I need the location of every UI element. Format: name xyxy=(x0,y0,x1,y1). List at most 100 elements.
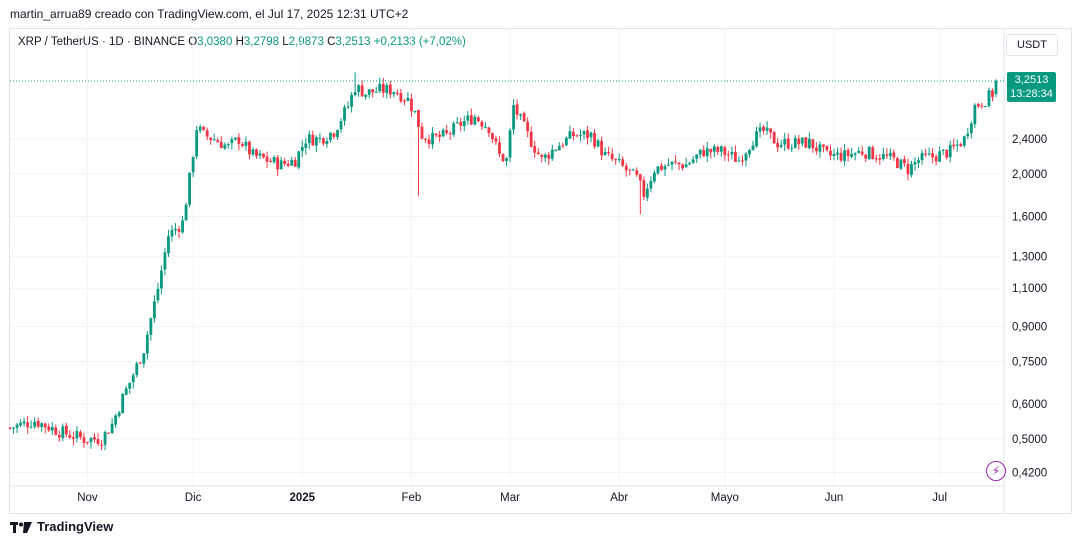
candle-body xyxy=(374,91,378,93)
candle xyxy=(184,202,188,221)
candle xyxy=(878,154,882,165)
candle-body xyxy=(941,149,945,151)
candle xyxy=(589,131,593,143)
candle xyxy=(491,132,494,144)
candle-body xyxy=(272,157,276,163)
candle xyxy=(719,145,723,157)
candle-body xyxy=(888,152,892,157)
candle-body xyxy=(114,415,118,425)
candle-body xyxy=(483,126,487,128)
candle xyxy=(255,148,258,159)
candle-body xyxy=(586,130,589,139)
candle-body xyxy=(825,146,829,151)
candle-body xyxy=(170,230,174,237)
candle-body xyxy=(790,147,794,149)
candle-body xyxy=(107,432,110,434)
candle-body xyxy=(61,426,65,438)
candle-body xyxy=(427,139,431,144)
candle xyxy=(29,420,33,429)
candle-body xyxy=(71,437,75,439)
candle-body xyxy=(920,152,924,161)
candle-body xyxy=(896,158,899,168)
bar-countdown: 13:28:34 xyxy=(1010,88,1053,100)
candle-body xyxy=(533,146,537,153)
candle xyxy=(47,423,51,432)
candle xyxy=(248,140,251,160)
candle xyxy=(145,331,149,360)
candle-body xyxy=(216,140,220,143)
candle-body xyxy=(772,131,776,144)
candle-body xyxy=(508,130,512,158)
candle-body xyxy=(445,130,449,133)
x-tick-label: Mar xyxy=(500,492,520,504)
currency-button[interactable]: USDT xyxy=(1006,34,1058,56)
candle-body xyxy=(86,441,89,443)
candle xyxy=(755,126,758,148)
candle-body xyxy=(357,85,361,92)
candle-body xyxy=(913,162,917,165)
candle-body xyxy=(899,159,903,169)
candle xyxy=(43,422,47,434)
candle xyxy=(758,122,762,138)
symbol-name[interactable]: XRP / TetherUS · 1D · BINANCE xyxy=(18,36,186,48)
candle xyxy=(526,117,530,138)
candle-body xyxy=(54,427,58,435)
close-value: 3,2513 xyxy=(335,36,371,48)
candle xyxy=(149,317,153,341)
candle-body xyxy=(621,159,625,166)
candle-body xyxy=(233,137,237,140)
candle xyxy=(783,132,787,151)
candle xyxy=(871,145,875,160)
candle xyxy=(329,132,332,143)
candle xyxy=(793,135,797,149)
x-tick-label: 2025 xyxy=(289,492,315,504)
candle xyxy=(779,140,783,149)
candle-body xyxy=(874,158,878,160)
candle xyxy=(822,144,825,153)
candle xyxy=(734,145,737,163)
candle xyxy=(79,429,82,440)
x-tick-label: Jun xyxy=(825,492,844,504)
candle xyxy=(307,130,311,150)
candle xyxy=(980,102,984,109)
candle-body xyxy=(96,439,100,445)
candle-body xyxy=(392,92,396,95)
candle xyxy=(483,122,487,129)
candle xyxy=(420,122,424,140)
candle-body xyxy=(793,137,797,148)
candle xyxy=(8,426,12,430)
candle xyxy=(142,353,146,368)
candle xyxy=(543,153,547,163)
candle xyxy=(117,410,121,418)
candle-body xyxy=(494,138,498,142)
candle-body xyxy=(984,106,987,108)
axes: 2,4000 2,0000 1,6000 1,3000 1,1000 0,9000 0,75… xyxy=(9,28,1047,514)
lightning-bolt-icon[interactable]: ⚡ xyxy=(986,461,1006,481)
candle-body xyxy=(181,220,184,233)
candle xyxy=(258,149,262,160)
candle xyxy=(776,137,780,153)
candle xyxy=(233,137,237,141)
candle-body xyxy=(906,163,910,175)
candle xyxy=(927,147,931,156)
candle xyxy=(107,432,110,434)
candle-body xyxy=(529,131,533,147)
candle-body xyxy=(579,134,582,137)
candle-body xyxy=(762,126,765,131)
candle-body xyxy=(903,159,906,164)
candle-body xyxy=(892,152,896,158)
candle-body xyxy=(751,145,755,151)
candle-body xyxy=(705,148,709,157)
candle xyxy=(941,149,945,156)
candle xyxy=(994,79,998,98)
candle xyxy=(903,155,906,167)
footer-brand[interactable]: TradingView xyxy=(10,519,113,534)
candle-body xyxy=(822,144,825,147)
candle-body xyxy=(624,165,628,171)
candle xyxy=(610,148,614,162)
candle xyxy=(572,128,575,141)
candle-body xyxy=(251,149,255,155)
candle xyxy=(888,148,892,160)
y-tick-label: 1,6000 xyxy=(1012,212,1047,224)
